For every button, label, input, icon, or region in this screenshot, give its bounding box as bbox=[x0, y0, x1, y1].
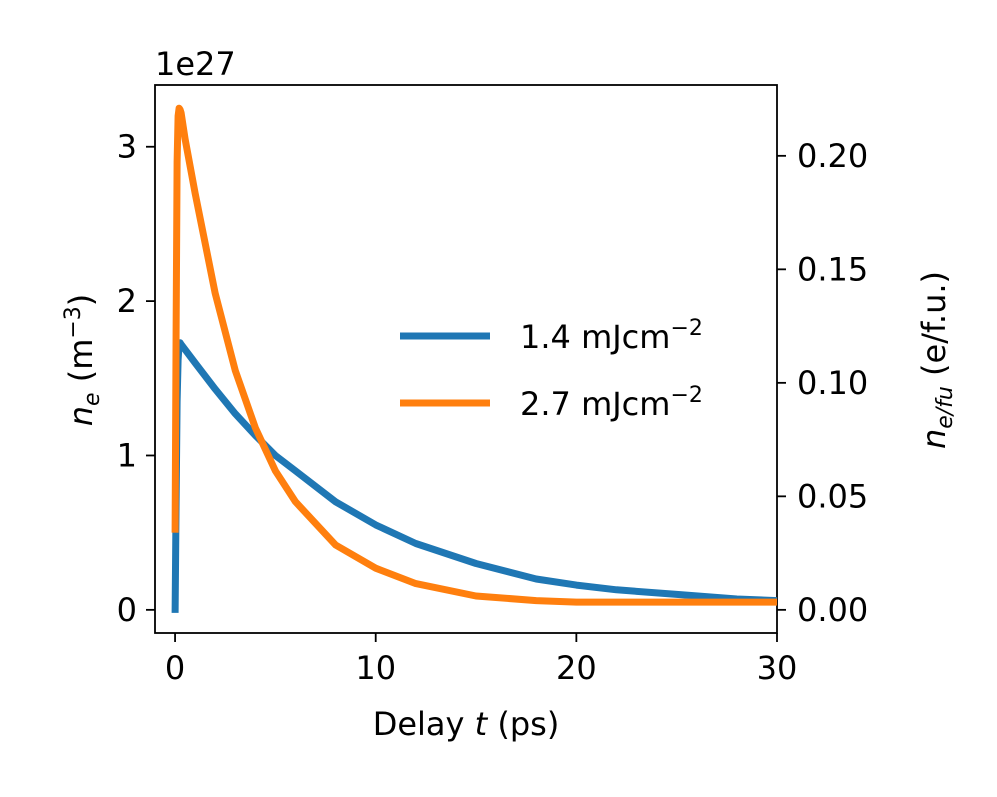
y2-axis-label: ne/fu (e/f.u.) bbox=[915, 271, 958, 449]
y-offset-text: 1e27 bbox=[155, 45, 236, 83]
y-ticks: 0 1 2 3 bbox=[117, 128, 155, 629]
y2-axis-label-var: n bbox=[915, 429, 953, 449]
x-tick-label: 30 bbox=[757, 649, 798, 687]
legend: 1.4 mJcm−2 2.7 mJcm−2 bbox=[400, 316, 703, 423]
y-tick-label: 0 bbox=[117, 591, 137, 629]
x-tick-label: 10 bbox=[355, 649, 396, 687]
y2-axis-label-sub: e/fu bbox=[933, 386, 958, 429]
y-axis-label: ne (m−3) bbox=[61, 294, 105, 427]
x-tick-label: 20 bbox=[556, 649, 597, 687]
y2-ticks: 0.00 0.05 0.10 0.15 0.20 bbox=[777, 137, 868, 629]
x-axis-label-prefix: Delay bbox=[373, 705, 475, 743]
legend-label-series-1: 1.4 mJcm−2 bbox=[520, 316, 703, 356]
y-axis-label-exp: −3 bbox=[61, 306, 86, 338]
y-axis-label-unit: (m bbox=[62, 339, 100, 393]
y-axis-label-var: n bbox=[62, 406, 100, 426]
y-tick-label: 2 bbox=[117, 282, 137, 320]
x-axis-label: Delay t (ps) bbox=[373, 705, 560, 743]
legend-label-series-2-name: 2.7 mJcm bbox=[520, 385, 670, 423]
x-ticks: 0 10 20 30 bbox=[165, 633, 797, 687]
y-axis-label-sub: e bbox=[80, 392, 105, 406]
y-axis-label-close: ) bbox=[62, 294, 100, 306]
x-axis-label-var: t bbox=[475, 705, 489, 743]
y2-tick-label: 0.00 bbox=[797, 591, 868, 629]
y2-tick-label: 0.20 bbox=[797, 137, 868, 175]
y-tick-label: 3 bbox=[117, 128, 137, 166]
y-tick-label: 1 bbox=[117, 436, 137, 474]
legend-label-series-2: 2.7 mJcm−2 bbox=[520, 383, 703, 423]
x-axis-label-suffix: (ps) bbox=[487, 705, 559, 743]
legend-label-series-2-exp: −2 bbox=[670, 383, 702, 408]
y2-tick-label: 0.10 bbox=[797, 364, 868, 402]
y2-tick-label: 0.15 bbox=[797, 250, 868, 288]
series-line-2 bbox=[171, 104, 777, 606]
x-tick-label: 0 bbox=[165, 649, 185, 687]
y2-tick-label: 0.05 bbox=[797, 477, 868, 515]
legend-label-series-1-exp: −2 bbox=[670, 316, 702, 341]
legend-label-series-1-name: 1.4 mJcm bbox=[520, 318, 670, 356]
y2-axis-label-unit: (e/f.u.) bbox=[915, 271, 953, 386]
series-layer bbox=[171, 104, 778, 613]
plot-area bbox=[154, 84, 778, 634]
